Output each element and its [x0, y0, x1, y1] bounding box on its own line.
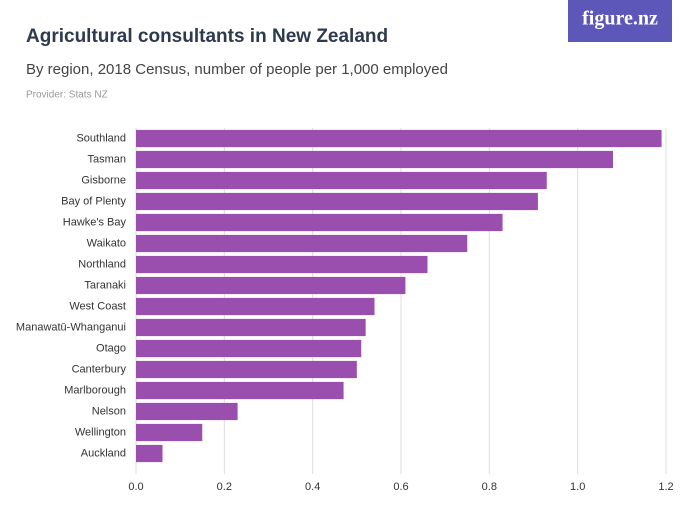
- bar: [136, 276, 406, 295]
- bar: [136, 297, 375, 316]
- x-tick-label: 0.6: [393, 481, 408, 493]
- x-tick-label: 1.2: [658, 481, 673, 493]
- bar: [136, 255, 428, 274]
- logo: figure.nz: [582, 8, 658, 30]
- bar: [136, 192, 538, 211]
- bar: [136, 129, 662, 148]
- bar: [136, 171, 547, 190]
- bar: [136, 318, 366, 337]
- x-tick-label: 1.0: [570, 481, 585, 493]
- provider: Provider: Stats NZ: [26, 90, 108, 101]
- chart-title: Agricultural consultants in New Zealand: [26, 26, 388, 47]
- y-tick-label: Otago: [96, 342, 126, 354]
- y-tick-label: Manawatū-Whanganui: [16, 321, 126, 333]
- y-tick-label: Wellington: [75, 426, 126, 438]
- bar: [136, 402, 238, 421]
- y-tick-label: Nelson: [92, 405, 126, 417]
- y-tick-label: Auckland: [81, 447, 126, 459]
- logo-box: [568, 0, 672, 42]
- y-tick-label: Tasman: [87, 153, 126, 165]
- y-tick-label: Waikato: [87, 237, 126, 249]
- y-tick-label: Northland: [78, 258, 126, 270]
- y-tick-label: Hawke's Bay: [63, 216, 127, 228]
- bar: [136, 234, 468, 253]
- y-tick-label: Taranaki: [84, 279, 126, 291]
- x-tick-label: 0.8: [482, 481, 497, 493]
- bar: [136, 150, 613, 169]
- bar: [136, 360, 357, 379]
- chart-subtitle: By region, 2018 Census, number of people…: [26, 61, 448, 78]
- x-tick-label: 0.2: [217, 481, 232, 493]
- y-tick-label: Gisborne: [81, 174, 126, 186]
- bar: [136, 213, 503, 232]
- x-tick-label: 0.0: [128, 481, 143, 493]
- bar: [136, 339, 362, 358]
- bar: [136, 423, 203, 442]
- x-tick-label: 0.4: [305, 481, 320, 493]
- y-tick-label: Canterbury: [72, 363, 127, 375]
- bar: [136, 381, 344, 400]
- y-tick-label: Southland: [76, 132, 126, 144]
- y-tick-label: Marlborough: [64, 384, 126, 396]
- y-tick-label: Bay of Plenty: [61, 195, 126, 207]
- y-tick-label: West Coast: [69, 300, 126, 312]
- bar: [136, 444, 163, 463]
